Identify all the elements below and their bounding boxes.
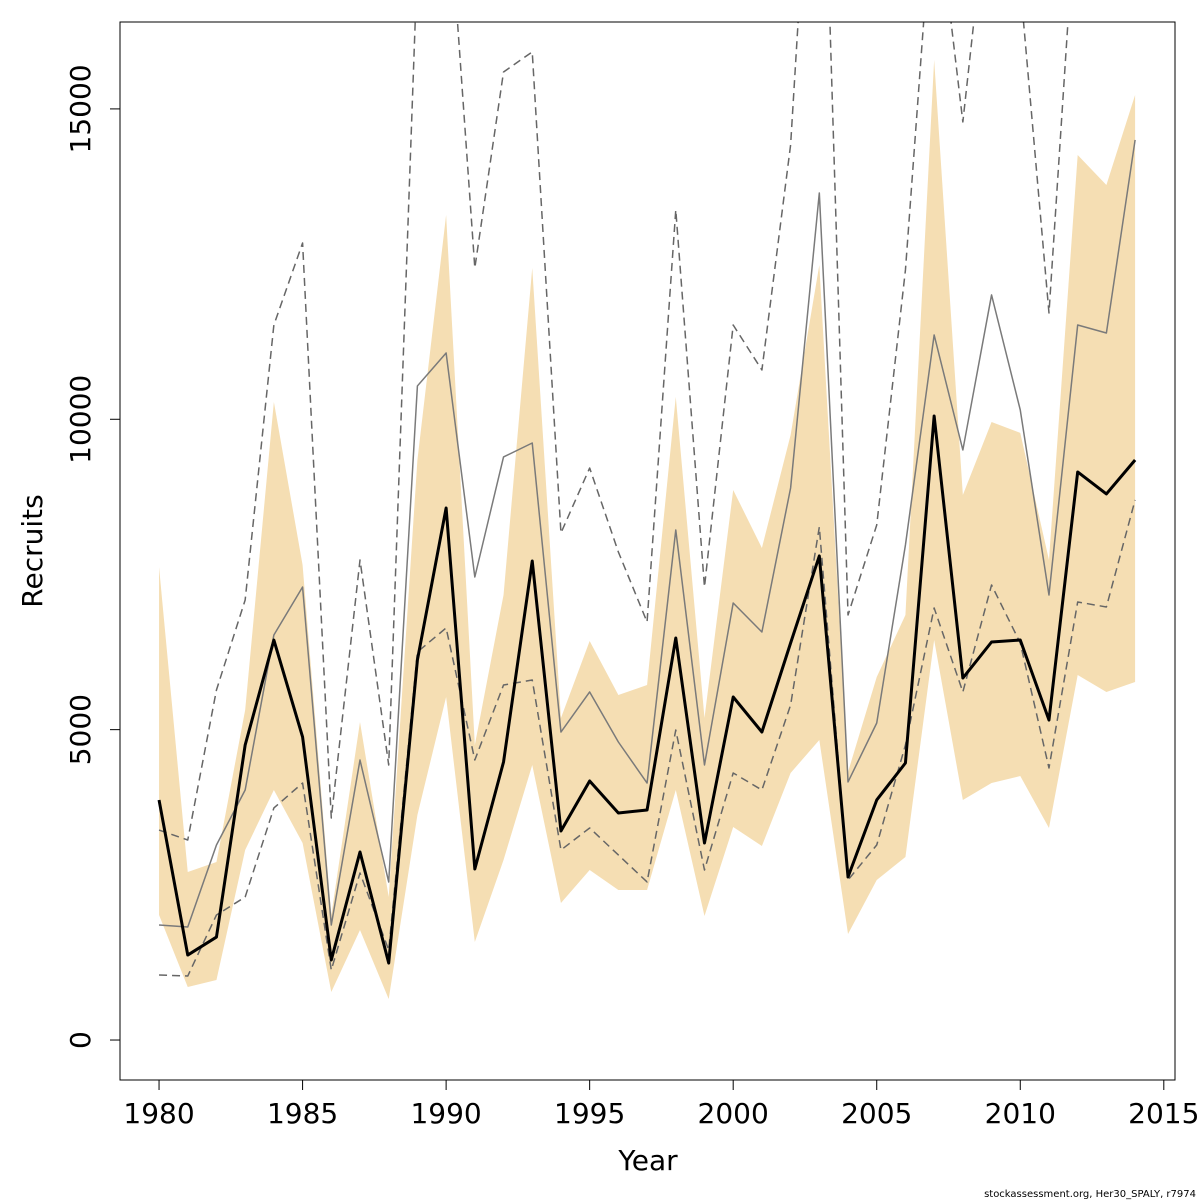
y-tick-label: 15000 bbox=[64, 64, 97, 153]
confidence-band bbox=[159, 59, 1136, 999]
x-axis-label: Year bbox=[617, 1144, 678, 1177]
x-tick-label: 1995 bbox=[554, 1097, 625, 1130]
y-tick-label: 10000 bbox=[64, 375, 97, 464]
series-line bbox=[157, 414, 1137, 965]
series-line bbox=[158, 139, 1136, 928]
y-axis-label: Recruits bbox=[16, 494, 49, 607]
x-tick-label: 2015 bbox=[1128, 1097, 1199, 1130]
x-tick-label: 2010 bbox=[985, 1097, 1056, 1130]
plot-area bbox=[157, 22, 1137, 999]
caption: stockassessment.org, Her30_SPALY, r7974 bbox=[984, 1189, 1196, 1200]
x-tick-label: 2000 bbox=[698, 1097, 769, 1130]
x-tick-label: 2005 bbox=[841, 1097, 912, 1130]
y-tick-label: 5000 bbox=[64, 694, 97, 765]
x-tick-label: 1990 bbox=[410, 1097, 481, 1130]
x-tick-label: 1980 bbox=[123, 1097, 194, 1130]
series-line bbox=[159, 499, 1136, 977]
y-tick-label: 0 bbox=[64, 1031, 97, 1049]
x-tick-label: 1985 bbox=[267, 1097, 338, 1130]
